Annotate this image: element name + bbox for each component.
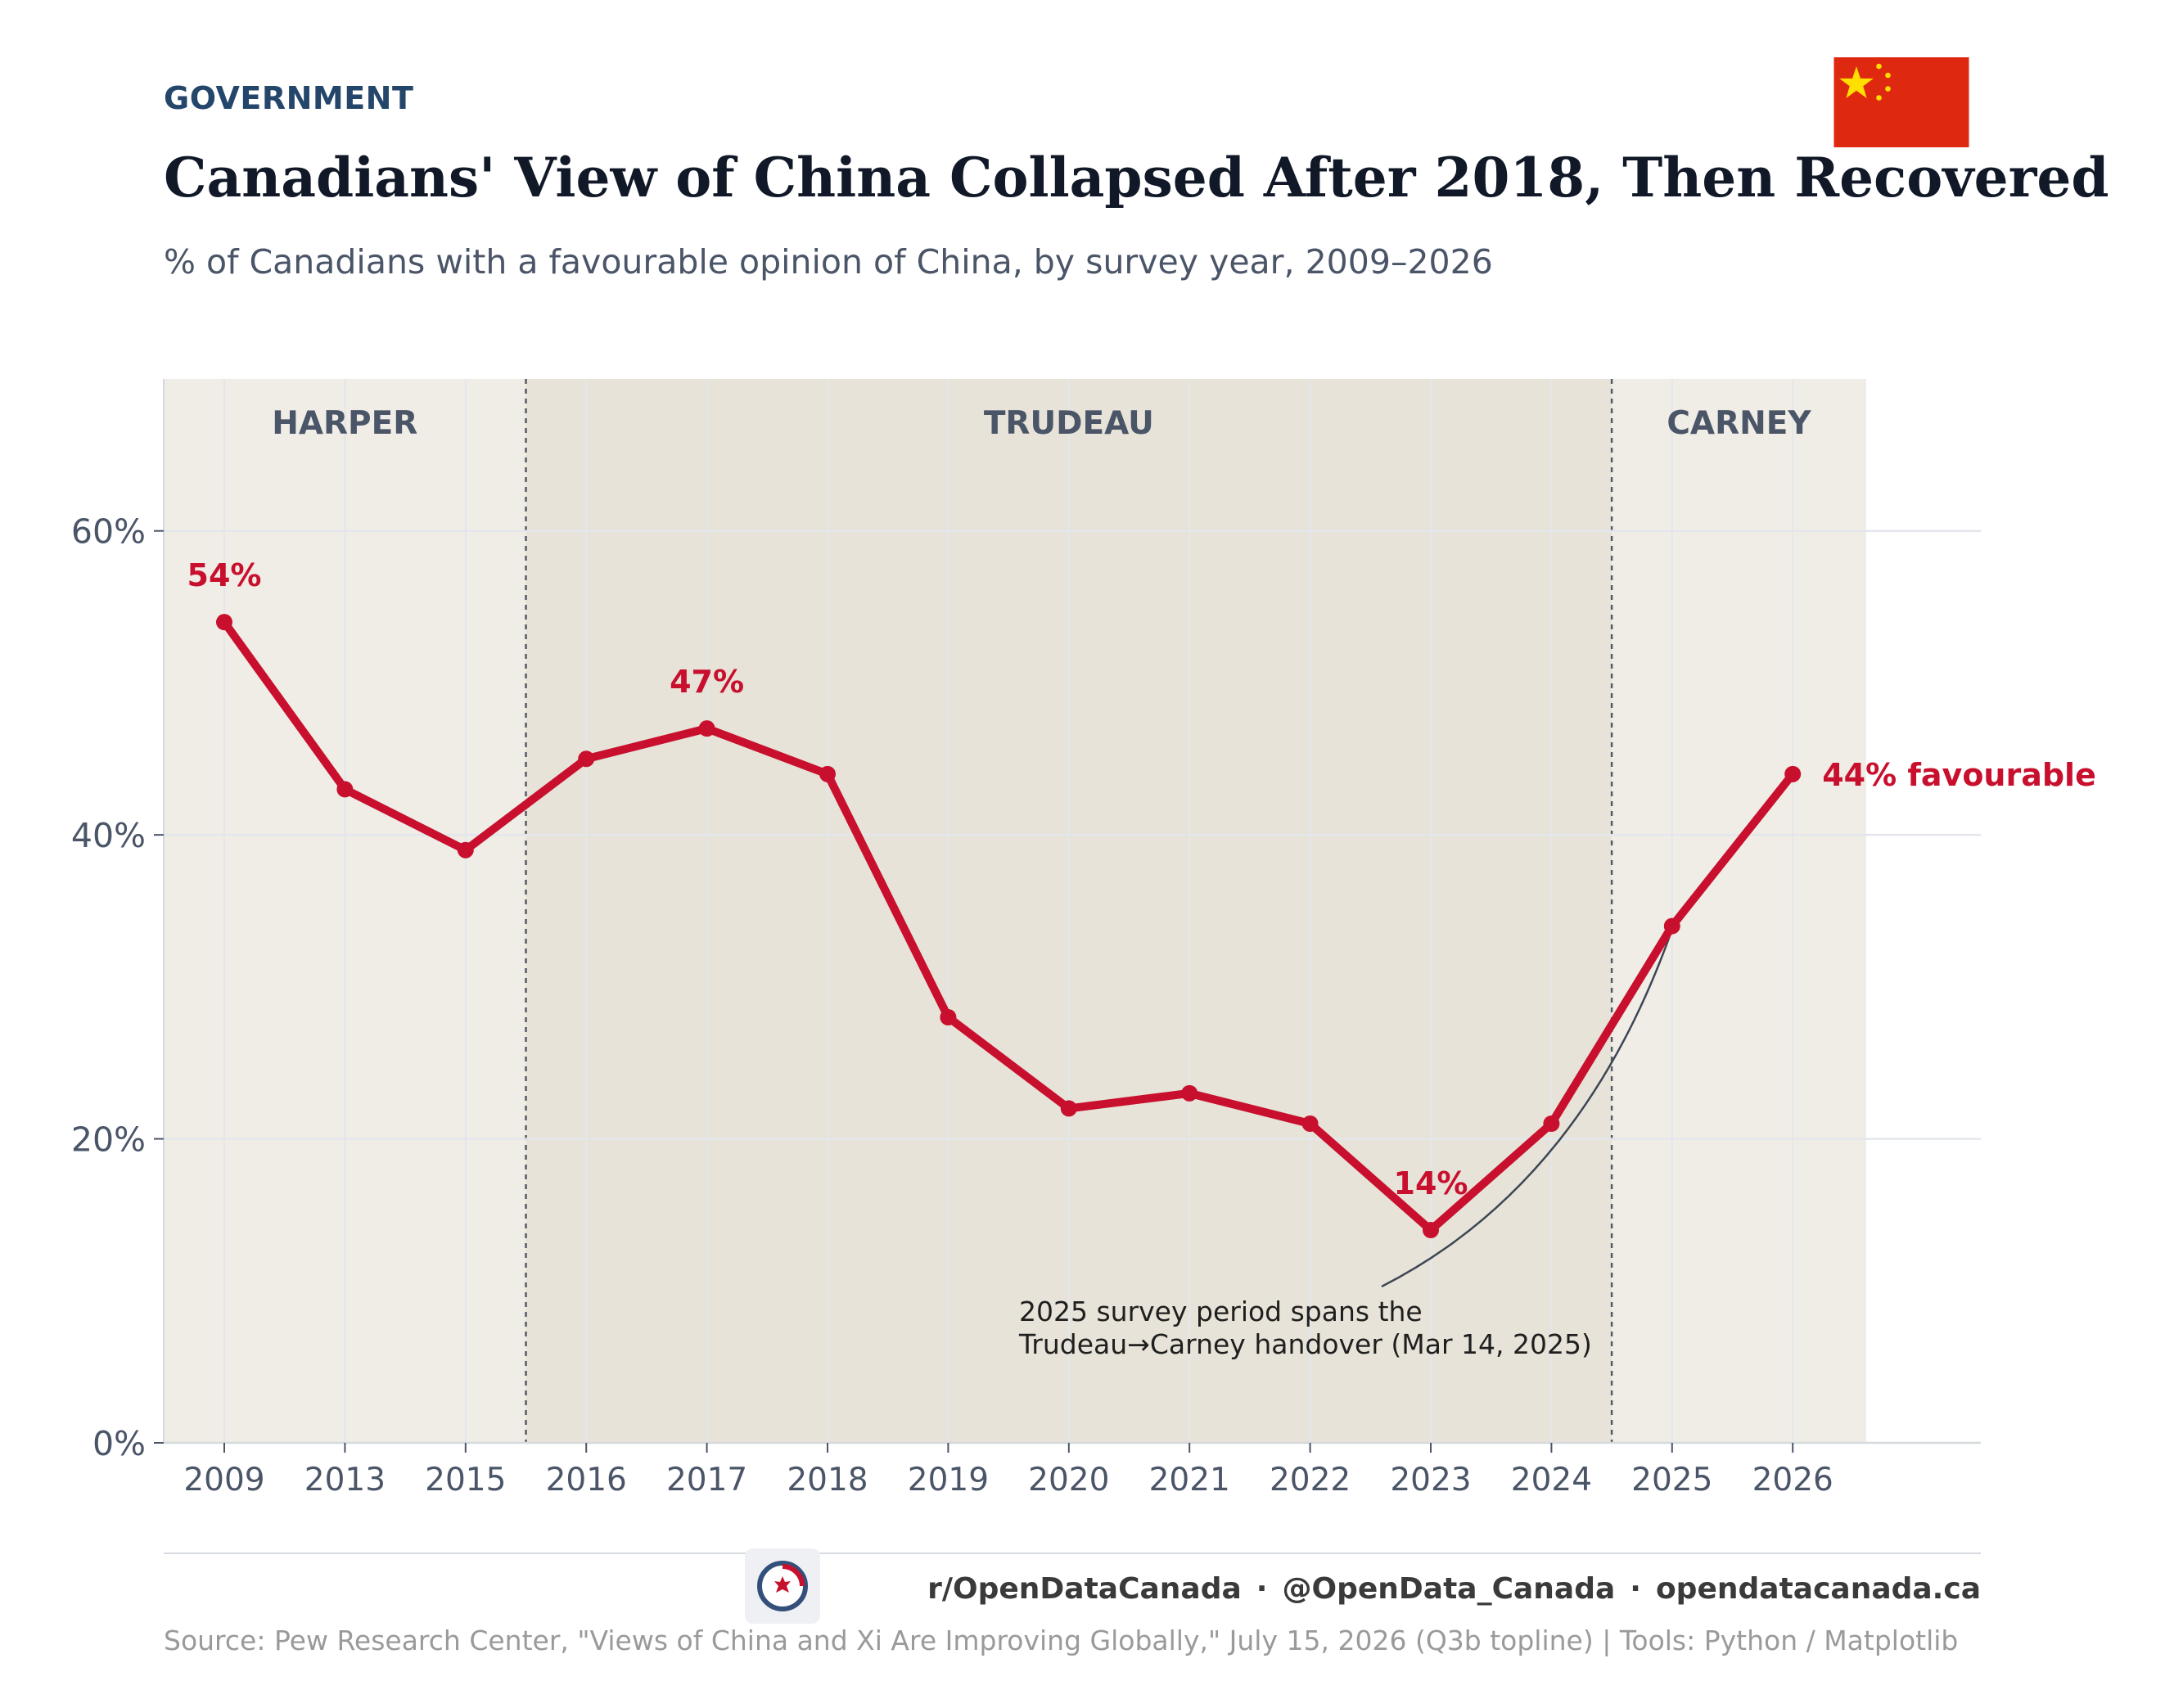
category-label: GOVERNMENT [164, 80, 414, 116]
data-point-2022 [1301, 1115, 1319, 1132]
x-tick-label: 2021 [1149, 1462, 1230, 1498]
period-label-trudeau: TRUDEAU [984, 405, 1154, 442]
x-tick-label: 2017 [666, 1462, 747, 1498]
period-bands [164, 379, 1866, 1443]
x-tick-label: 2019 [908, 1462, 989, 1498]
period-labels: HARPER TRUDEAU CARNEY [272, 405, 1811, 442]
data-labels: 54% 47% 14% 44% favourable [187, 557, 2096, 1201]
x-tick-label: 2023 [1390, 1462, 1471, 1498]
twitter-handle[interactable]: @OpenData_Canada [1282, 1572, 1616, 1606]
data-point-2020 [1060, 1100, 1077, 1117]
data-point-2021 [1181, 1084, 1198, 1102]
x-tick-label: 2016 [546, 1462, 627, 1498]
x-tick-label: 2026 [1752, 1462, 1833, 1498]
opendatacanada-logo-icon [745, 1548, 820, 1624]
data-label-2026: 44% favourable [1822, 757, 2096, 793]
x-tick-label: 2009 [183, 1462, 264, 1498]
x-tick-label: 2022 [1270, 1462, 1351, 1498]
y-tick-label: 40% [71, 816, 146, 855]
chart-title: Canadians' View of China Collapsed After… [164, 146, 2109, 210]
data-point-2013 [336, 781, 354, 798]
data-point-2023 [1423, 1222, 1439, 1238]
source-note: Source: Pew Research Center, "Views of C… [164, 1625, 1959, 1656]
period-label-carney: CARNEY [1667, 405, 1811, 442]
chart-subtitle: % of Canadians with a favourable opinion… [164, 242, 1493, 282]
data-label-2023: 14% [1394, 1165, 1468, 1201]
line-chart: 0% 20% 40% 60% 2009 2013 2015 2016 2017 2018 2019 2… [71, 379, 2096, 1498]
annotation-text: Trudeau→Carney handover (Mar 14, 2025) [1018, 1328, 1592, 1360]
x-tick-label: 2013 [304, 1462, 386, 1498]
data-point-2019 [940, 1009, 957, 1025]
annotation: 2025 survey period spans theTrudeau→Carn… [1018, 929, 1673, 1360]
tick-labels: 0% 20% 40% 60% 2009 2013 2015 2016 2017 2018 2019 2… [71, 512, 1833, 1498]
data-point-2017 [698, 720, 715, 737]
series [216, 614, 1802, 1238]
x-tick-label: 2020 [1028, 1462, 1109, 1498]
data-point-2024 [1543, 1115, 1560, 1132]
y-tick-label: 0% [92, 1424, 146, 1463]
data-label-2017: 47% [670, 664, 744, 700]
series-line [220, 618, 1797, 1234]
china-flag-icon [1833, 57, 1969, 147]
x-tick-label: 2015 [425, 1462, 506, 1498]
period-label-harper: HARPER [272, 405, 417, 442]
separator: · [1630, 1572, 1641, 1606]
website-link[interactable]: opendatacanada.ca [1655, 1572, 1981, 1606]
data-point-2016 [578, 750, 595, 768]
grid-lines [164, 379, 1981, 1443]
data-point-2009 [216, 614, 232, 631]
period-band-carney [1612, 379, 1866, 1443]
axes [163, 379, 1981, 1444]
data-label-2009: 54% [187, 557, 262, 593]
footer-divider [164, 1553, 1981, 1554]
data-point-2026 [1784, 765, 1802, 782]
footer-socials: r/OpenDataCanada · @OpenData_Canada · openda… [927, 1572, 1981, 1606]
reddit-handle[interactable]: r/OpenDataCanada [927, 1572, 1242, 1606]
y-tick-label: 20% [71, 1120, 146, 1160]
y-tick-label: 60% [71, 512, 146, 552]
x-tick-label: 2018 [787, 1462, 868, 1498]
data-point-2018 [819, 765, 836, 782]
x-tick-label: 2024 [1511, 1462, 1592, 1498]
annotation-text: 2025 survey period spans the [1019, 1296, 1423, 1327]
x-tick-label: 2025 [1631, 1462, 1712, 1498]
annotation-arrow [1381, 929, 1673, 1288]
data-point-2025 [1663, 917, 1680, 935]
data-point-2015 [457, 841, 474, 859]
separator: · [1256, 1572, 1268, 1606]
